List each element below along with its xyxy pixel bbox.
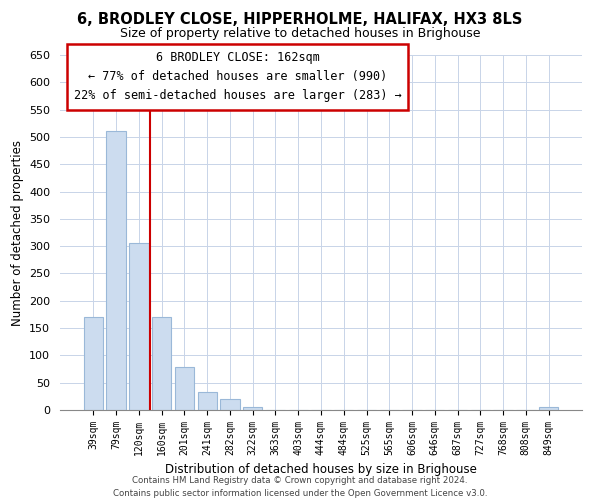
Bar (220, 399, 239, 410)
Bar (129, 244, 149, 410)
Y-axis label: Number of detached properties: Number of detached properties (11, 140, 23, 326)
X-axis label: Distribution of detached houses by size in Brighouse: Distribution of detached houses by size … (165, 464, 477, 476)
Bar (243, 408, 262, 410)
Text: Contains HM Land Registry data © Crown copyright and database right 2024.
Contai: Contains HM Land Registry data © Crown c… (113, 476, 487, 498)
Text: 6, BRODLEY CLOSE, HIPPERHOLME, HALIFAX, HX3 8LS: 6, BRODLEY CLOSE, HIPPERHOLME, HALIFAX, … (77, 12, 523, 28)
Text: Size of property relative to detached houses in Brighouse: Size of property relative to detached ho… (120, 28, 480, 40)
Bar (175, 368, 194, 410)
Bar (197, 392, 217, 410)
Bar (106, 132, 126, 410)
Bar (539, 408, 558, 410)
Text: 6 BRODLEY CLOSE: 162sqm
← 77% of detached houses are smaller (990)
22% of semi-d: 6 BRODLEY CLOSE: 162sqm ← 77% of detache… (74, 52, 401, 102)
Bar (152, 317, 172, 410)
Bar (84, 317, 103, 410)
